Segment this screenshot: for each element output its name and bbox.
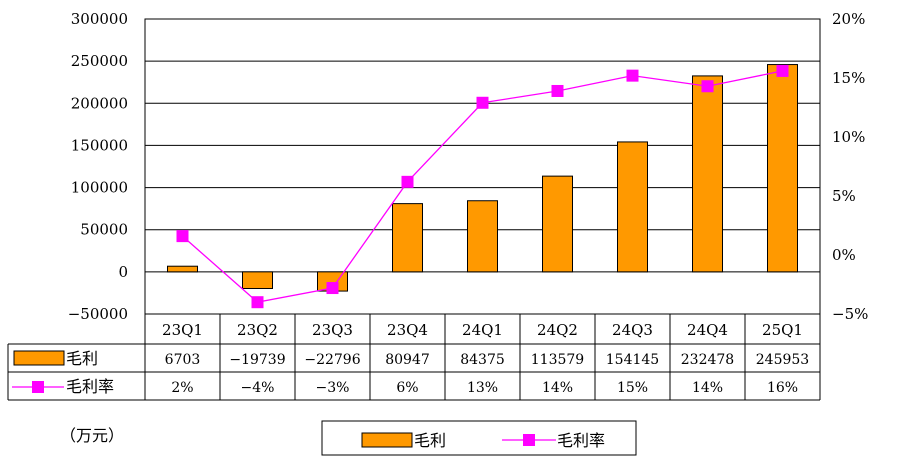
row-label: 毛利	[66, 349, 98, 368]
bar-value-label: 245953	[756, 352, 809, 368]
left-tick-label: 0	[118, 263, 128, 281]
left-tick-label: 150000	[71, 136, 128, 154]
line-marker	[176, 230, 189, 243]
bar	[467, 200, 498, 273]
line-marker	[626, 69, 639, 82]
line-value-label: 14%	[542, 380, 573, 396]
bar	[767, 64, 798, 273]
bar-value-label: −22796	[304, 352, 360, 368]
left-tick-label: −50000	[68, 305, 128, 323]
legend-label: 毛利	[414, 431, 446, 450]
bar	[167, 265, 198, 273]
right-tick-label: 10%	[832, 128, 865, 146]
bar	[242, 271, 273, 289]
category-label: 24Q2	[537, 321, 578, 339]
bar-series	[167, 64, 798, 292]
category-label: 25Q1	[762, 321, 803, 339]
line-marker	[251, 296, 264, 309]
line-value-label: 16%	[767, 380, 798, 396]
bar	[617, 141, 648, 273]
line-marker	[401, 175, 414, 188]
legend-swatch-bar	[361, 432, 413, 448]
right-tick-label: −5%	[832, 305, 868, 323]
line-value-label: 15%	[617, 380, 648, 396]
right-tick-label: 5%	[832, 187, 856, 205]
data-table: 23Q1 23Q2 23Q3 23Q4 24Q1 24Q2 24Q3 24Q4 25Q1 6703…	[7, 313, 821, 401]
line-marker	[701, 80, 714, 93]
right-tick-label: 20%	[832, 10, 865, 28]
line-marker	[326, 282, 339, 295]
left-tick-label: 250000	[71, 52, 128, 70]
line-value-label: −4%	[241, 380, 275, 396]
category-label: 23Q1	[162, 321, 203, 339]
left-tick-label: 50000	[80, 221, 128, 239]
bar-value-label: 6703	[165, 352, 201, 368]
bar-value-label: −19739	[229, 352, 285, 368]
left-tick-label: 300000	[71, 10, 128, 28]
category-label: 24Q4	[687, 321, 728, 339]
line-value-label: 14%	[692, 380, 723, 396]
bar-value-label: 154145	[606, 352, 659, 368]
left-tick-label: 100000	[71, 179, 128, 197]
row-key-bar	[13, 350, 65, 366]
line-marker	[551, 84, 564, 97]
unit-note: （万元）	[60, 426, 124, 445]
row-key-marker	[32, 381, 44, 393]
line-marker	[776, 64, 789, 77]
right-axis-ticks: −5% 0% 5% 10% 15% 20%	[832, 10, 868, 323]
line-value-label: 13%	[467, 380, 498, 396]
bar	[692, 75, 723, 273]
left-axis-ticks: −50000 0 50000 100000 150000 200000 250000 3000…	[68, 10, 128, 323]
category-label: 23Q3	[312, 321, 353, 339]
bar-value-label: 232478	[681, 352, 734, 368]
line-value-label: −3%	[316, 380, 350, 396]
right-tick-label: 0%	[832, 246, 856, 264]
line-marker	[476, 96, 489, 109]
line-series	[176, 64, 789, 309]
line-value-label: 2%	[171, 380, 193, 396]
category-label: 23Q2	[237, 321, 278, 339]
category-label: 23Q4	[387, 321, 428, 339]
bar	[542, 175, 573, 273]
legend: 毛利 毛利率	[321, 420, 637, 456]
category-label: 24Q3	[612, 321, 653, 339]
bar	[392, 203, 423, 273]
category-label: 24Q1	[462, 321, 503, 339]
bar-value-label: 113579	[531, 352, 584, 368]
legend-label: 毛利率	[557, 431, 605, 450]
bar-value-label: 84375	[460, 352, 505, 368]
legend-swatch-marker	[523, 434, 535, 446]
line-value-label: 6%	[396, 380, 418, 396]
row-label: 毛利率	[66, 377, 114, 396]
bar-value-label: 80947	[385, 352, 430, 368]
right-tick-label: 15%	[832, 69, 865, 87]
left-tick-label: 200000	[71, 94, 128, 112]
